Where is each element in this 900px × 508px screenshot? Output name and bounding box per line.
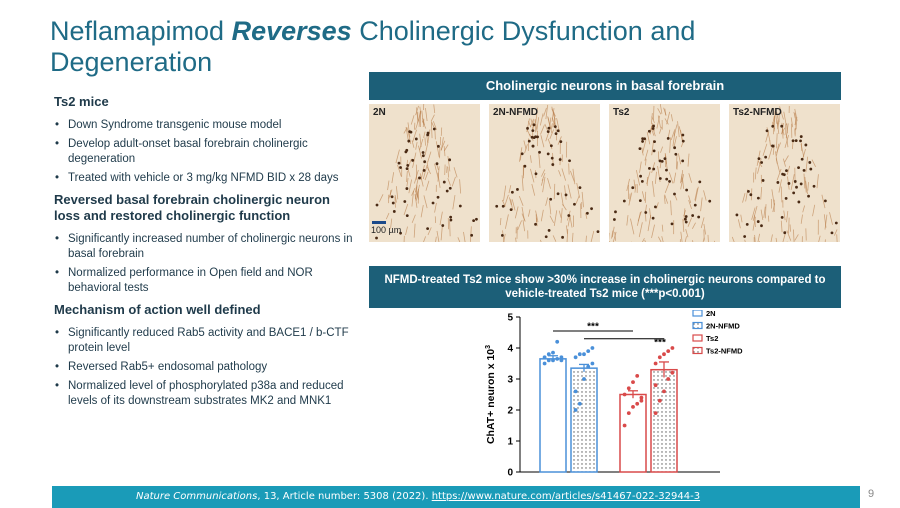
panel-label: Ts2 (613, 107, 630, 118)
data-point (591, 362, 595, 366)
data-point (547, 359, 551, 363)
section-ts2-heading: Ts2 mice (54, 94, 354, 110)
list-item: Normalized performance in Open field and… (54, 266, 354, 296)
data-point (582, 352, 586, 356)
stain-texture (489, 104, 600, 242)
panel-label: 2N-NFMD (493, 107, 538, 118)
legend-label: Ts2 (706, 334, 718, 343)
data-point (662, 390, 666, 394)
title-emphasis: Reverses (232, 16, 352, 46)
data-point (555, 357, 559, 361)
section-reversed-list: Significantly increased number of cholin… (54, 232, 354, 296)
list-item: Reversed Rab5+ endosomal pathology (54, 360, 354, 375)
data-point (578, 402, 582, 406)
list-item: Treated with vehicle or 3 mg/kg NFMD BID… (54, 171, 354, 186)
data-point (591, 346, 595, 350)
data-point (654, 383, 658, 387)
data-point (560, 359, 564, 363)
section-reversed-heading: Reversed basal forebrain cholinergic neu… (54, 192, 354, 224)
chat-neuron-bar-chart: 0 1 2 3 4 5 ChAT+ neuron x 103 *** *** 2N 2N-NFMD T… (480, 310, 780, 480)
histology-image-ts2-nfmd: Ts2-NFMD (729, 104, 840, 242)
journal-name: Nature Communications (136, 491, 257, 502)
panel-label: Ts2-NFMD (733, 107, 782, 118)
data-point (658, 399, 662, 403)
data-point (666, 377, 670, 381)
page-number: 9 (868, 488, 874, 500)
list-item: Significantly increased number of cholin… (54, 232, 354, 262)
list-item: Develop adult-onset basal forebrain chol… (54, 137, 354, 167)
stain-texture (729, 104, 840, 242)
data-point (631, 405, 635, 409)
data-point (671, 371, 675, 375)
data-point (551, 359, 555, 363)
data-point (666, 349, 670, 353)
data-point (635, 374, 639, 378)
y-tick-label: 5 (507, 313, 513, 324)
y-tick-label: 0 (507, 468, 513, 479)
histology-image-2n-nfmd: 2N-NFMD (489, 104, 600, 242)
legend-label: Ts2-NFMD (706, 347, 743, 356)
y-tick-label: 2 (507, 406, 513, 417)
data-point (586, 365, 590, 369)
data-point (654, 411, 658, 415)
list-item: Significantly reduced Rab5 activity and … (54, 326, 354, 356)
bar-2n-nfmd (571, 368, 597, 472)
y-tick-label: 4 (507, 344, 513, 355)
histology-panels: 2N 100 µm 2N-NFMD Ts2 Ts2-NFMD (369, 104, 841, 242)
result-header: NFMD-treated Ts2 mice show >30% increase… (369, 266, 841, 308)
legend-swatch (693, 335, 702, 341)
data-point (574, 408, 578, 412)
data-point (543, 355, 547, 359)
y-axis-label: ChAT+ neuron x 103 (485, 345, 497, 444)
sig-label: *** (654, 338, 666, 349)
data-point (578, 352, 582, 356)
data-point (547, 352, 551, 356)
data-point (635, 402, 639, 406)
legend-swatch (693, 310, 702, 316)
legend-swatch (693, 348, 702, 354)
data-point (658, 355, 662, 359)
data-point (555, 340, 559, 344)
bar-2n (540, 359, 566, 472)
y-tick-label: 3 (507, 375, 513, 386)
data-point (582, 377, 586, 381)
data-point (623, 424, 627, 428)
data-point (627, 411, 631, 415)
legend-label: 2N-NFMD (706, 322, 740, 331)
list-item: Normalized level of phosphorylated p38a … (54, 379, 354, 409)
list-item: Down Syndrome transgenic mouse model (54, 118, 354, 133)
images-header: Cholinergic neurons in basal forebrain (369, 72, 841, 100)
section-mechanism-heading: Mechanism of action well defined (54, 302, 354, 318)
citation-link[interactable]: https://www.nature.com/articles/s41467-0… (432, 491, 700, 502)
data-point (551, 351, 555, 355)
y-tick-label: 1 (507, 437, 513, 448)
citation-text: , 13, Article number: 5308 (2022). (257, 491, 431, 502)
data-point (671, 346, 675, 350)
title-part1: Neflamapimod (50, 16, 232, 46)
slide-title: Neflamapimod Reverses Cholinergic Dysfun… (50, 16, 810, 78)
scale-bar (372, 221, 386, 224)
data-point (623, 393, 627, 397)
histology-image-2n: 2N 100 µm (369, 104, 480, 242)
stain-texture (609, 104, 720, 242)
scale-label: 100 µm (371, 225, 401, 235)
data-point (662, 352, 666, 356)
data-point (543, 362, 547, 366)
citation-footer: Nature Communications, 13, Article numbe… (52, 486, 860, 508)
histology-image-ts2: Ts2 (609, 104, 720, 242)
data-point (627, 386, 631, 390)
section-ts2-list: Down Syndrome transgenic mouse model Dev… (54, 118, 354, 186)
data-point (640, 399, 644, 403)
panel-label: 2N (373, 107, 386, 118)
left-column: Ts2 mice Down Syndrome transgenic mouse … (54, 94, 354, 415)
data-point (654, 362, 658, 366)
data-point (574, 390, 578, 394)
section-mechanism-list: Significantly reduced Rab5 activity and … (54, 326, 354, 409)
data-point (586, 349, 590, 353)
sig-label: *** (587, 321, 599, 332)
legend-label: 2N (706, 310, 716, 318)
data-point (574, 355, 578, 359)
data-point (631, 380, 635, 384)
legend-swatch (693, 323, 702, 329)
